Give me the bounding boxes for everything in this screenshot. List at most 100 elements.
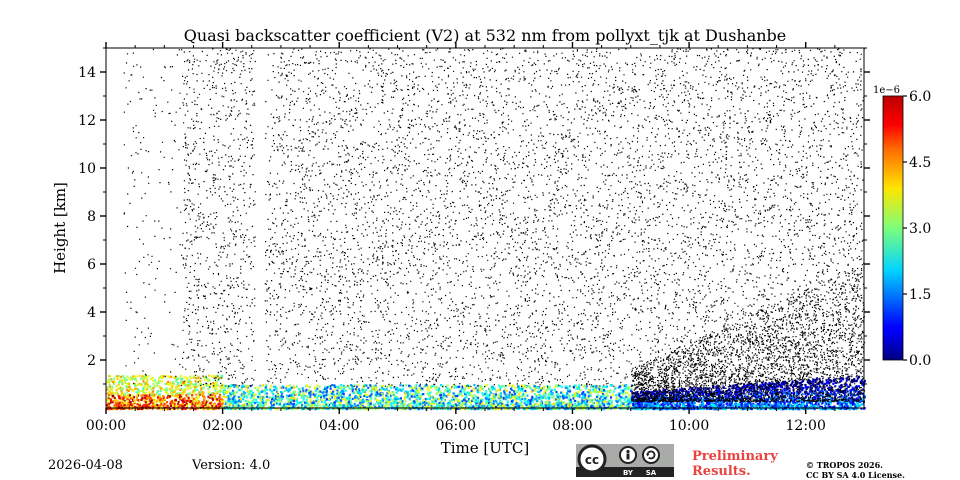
heat-cell — [512, 395, 514, 398]
heat-cell — [180, 397, 183, 400]
heat-cell — [242, 390, 245, 393]
heat-cell — [540, 387, 543, 390]
heat-cell — [537, 398, 540, 401]
heat-cell — [814, 380, 817, 383]
heat-cell — [126, 385, 129, 388]
heat-cell — [840, 379, 843, 382]
heat-cell — [474, 387, 477, 390]
heat-cell — [207, 392, 210, 395]
heat-cell — [228, 399, 231, 403]
heat-cell — [779, 402, 782, 405]
heat-cell — [385, 402, 388, 405]
heat-cell — [344, 399, 347, 402]
heat-cell — [147, 374, 150, 378]
heat-cell — [567, 388, 570, 391]
heat-cell — [110, 399, 113, 402]
heat-cell — [157, 393, 160, 396]
heat-cell — [233, 406, 236, 409]
heat-cell — [323, 394, 325, 397]
heat-cell — [438, 403, 441, 406]
heat-cell — [839, 387, 842, 390]
heat-cell — [505, 407, 508, 411]
heat-cell — [153, 400, 156, 403]
heat-cell — [542, 393, 545, 396]
heat-cell — [390, 394, 392, 397]
heat-cell — [439, 404, 442, 407]
heat-cell — [448, 389, 451, 392]
heat-cell — [140, 389, 143, 393]
heat-cell — [425, 384, 428, 387]
heat-cell — [427, 385, 429, 388]
heat-cell — [193, 389, 196, 392]
heat-cell — [244, 391, 247, 394]
heat-cell — [298, 393, 301, 396]
heat-cell — [647, 405, 650, 408]
heat-cell — [164, 403, 167, 406]
heat-cell — [418, 384, 421, 387]
heat-cell — [565, 385, 568, 388]
heat-cell — [226, 401, 229, 404]
heat-cell — [129, 376, 132, 379]
heat-cell — [345, 406, 348, 409]
heat-cell — [292, 402, 295, 405]
heat-cell — [397, 397, 400, 400]
heat-cell — [280, 398, 283, 401]
heat-cell — [515, 399, 518, 402]
heat-cell — [567, 405, 570, 408]
heat-cell — [597, 390, 600, 393]
heat-cell — [133, 377, 136, 380]
heat-cell — [520, 395, 523, 398]
heat-cell — [624, 391, 627, 394]
heat-cell — [711, 397, 714, 400]
heat-cell — [729, 384, 731, 388]
heat-cell — [210, 395, 213, 399]
heat-cell — [120, 375, 123, 378]
heat-cell — [413, 401, 416, 404]
heat-cell — [347, 384, 350, 387]
heat-cell — [360, 406, 363, 409]
heat-cell — [840, 395, 843, 398]
heat-cell — [218, 399, 220, 402]
heat-cell — [120, 398, 123, 401]
heat-cell — [306, 401, 309, 405]
heat-cell — [572, 397, 575, 400]
heat-cell — [508, 405, 511, 408]
heat-cell — [282, 395, 285, 398]
heat-cell — [197, 380, 200, 383]
heat-cell — [175, 392, 178, 395]
heat-cell — [609, 405, 612, 408]
heat-cell — [365, 398, 368, 402]
heat-cell — [243, 395, 246, 399]
heat-cell — [394, 405, 397, 408]
heat-cell — [759, 395, 762, 398]
heat-cell — [481, 404, 484, 407]
heat-cell — [539, 400, 542, 403]
heat-cell — [547, 408, 550, 411]
heat-cell — [125, 388, 128, 391]
heat-cell — [124, 381, 127, 384]
heat-cell — [555, 384, 558, 387]
heat-cell — [116, 387, 119, 390]
heat-cell — [341, 396, 344, 399]
heat-cell — [363, 384, 366, 387]
heat-cell — [154, 379, 157, 382]
heat-cell — [596, 407, 599, 410]
heat-cell — [269, 407, 272, 410]
heat-cell — [255, 406, 258, 409]
heat-cell — [334, 404, 337, 407]
heat-cell — [764, 401, 767, 404]
heat-cell — [150, 399, 153, 402]
heat-cell — [664, 388, 667, 392]
heat-cell — [581, 399, 584, 402]
heat-cell — [598, 405, 601, 408]
heat-cell — [300, 401, 302, 404]
heat-cell — [305, 398, 308, 401]
heat-cell — [114, 380, 116, 384]
heat-cell — [550, 389, 553, 392]
heat-cell — [220, 403, 223, 406]
heat-cell — [515, 402, 518, 405]
heat-cell — [489, 398, 492, 401]
heat-cell — [540, 403, 542, 406]
heat-cell — [154, 398, 157, 401]
